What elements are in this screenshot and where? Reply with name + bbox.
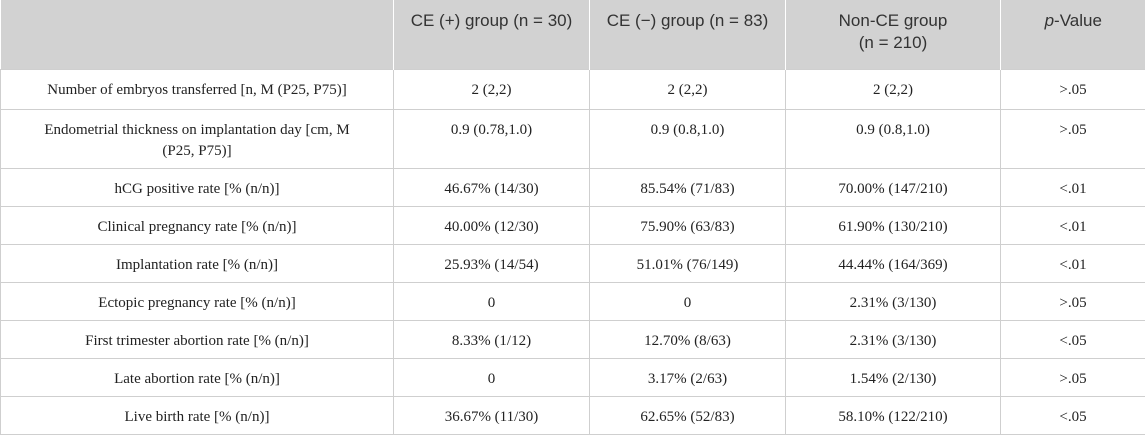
header-p-rest: -Value [1054,11,1102,30]
table-row: Implantation rate [% (n/n)] 25.93% (14/5… [1,244,1145,282]
header-empty [1,0,394,69]
cell-ce-positive: 36.67% (11/30) [394,396,590,434]
cell-p-value: >.05 [1001,69,1145,109]
cell-non-ce: 44.44% (164/369) [786,244,1001,282]
row-label: Late abortion rate [% (n/n)] [1,358,394,396]
cell-ce-negative: 75.90% (63/83) [590,206,786,244]
row-label: Endometrial thickness on implantation da… [1,109,394,168]
cell-p-value: <.01 [1001,206,1145,244]
cell-ce-negative: 62.65% (52/83) [590,396,786,434]
cell-p-value: <.01 [1001,244,1145,282]
cell-p-value: <.05 [1001,320,1145,358]
cell-non-ce: 2.31% (3/130) [786,320,1001,358]
table-row: Late abortion rate [% (n/n)] 0 3.17% (2/… [1,358,1145,396]
cell-ce-negative: 0.9 (0.8,1.0) [590,109,786,168]
cell-p-value: >.05 [1001,358,1145,396]
cell-ce-positive: 8.33% (1/12) [394,320,590,358]
cell-ce-positive: 0 [394,282,590,320]
row-label: hCG positive rate [% (n/n)] [1,168,394,206]
cell-non-ce: 0.9 (0.8,1.0) [786,109,1001,168]
header-non-ce-label: Non-CE group (n = 210) [839,11,948,52]
cell-ce-negative: 51.01% (76/149) [590,244,786,282]
table-row: Live birth rate [% (n/n)] 36.67% (11/30)… [1,396,1145,434]
header-p-value: p-Value [1001,0,1145,69]
cell-ce-negative: 2 (2,2) [590,69,786,109]
cell-ce-positive: 25.93% (14/54) [394,244,590,282]
cell-p-value: >.05 [1001,109,1145,168]
cell-p-value: <.01 [1001,168,1145,206]
table-row: Clinical pregnancy rate [% (n/n)] 40.00%… [1,206,1145,244]
cell-non-ce: 1.54% (2/130) [786,358,1001,396]
header-ce-negative: CE (−) group (n = 83) [590,0,786,69]
cell-ce-positive: 40.00% (12/30) [394,206,590,244]
row-label: Clinical pregnancy rate [% (n/n)] [1,206,394,244]
row-label: Implantation rate [% (n/n)] [1,244,394,282]
cell-p-value: <.05 [1001,396,1145,434]
table-row: First trimester abortion rate [% (n/n)] … [1,320,1145,358]
row-label: Ectopic pregnancy rate [% (n/n)] [1,282,394,320]
cell-non-ce: 2.31% (3/130) [786,282,1001,320]
row-label: First trimester abortion rate [% (n/n)] [1,320,394,358]
cell-ce-positive: 2 (2,2) [394,69,590,109]
table-row: Endometrial thickness on implantation da… [1,109,1145,168]
cell-non-ce: 2 (2,2) [786,69,1001,109]
table-row: Number of embryos transferred [n, M (P25… [1,69,1145,109]
row-label: Live birth rate [% (n/n)] [1,396,394,434]
table-row: hCG positive rate [% (n/n)] 46.67% (14/3… [1,168,1145,206]
cell-ce-positive: 0 [394,358,590,396]
cell-ce-positive: 46.67% (14/30) [394,168,590,206]
row-label: Number of embryos transferred [n, M (P25… [1,69,394,109]
cell-ce-negative: 0 [590,282,786,320]
cell-ce-positive: 0.9 (0.78,1.0) [394,109,590,168]
header-p-italic: p [1045,11,1054,30]
cell-ce-negative: 85.54% (71/83) [590,168,786,206]
cell-non-ce: 70.00% (147/210) [786,168,1001,206]
cell-ce-negative: 3.17% (2/63) [590,358,786,396]
cell-non-ce: 61.90% (130/210) [786,206,1001,244]
cell-non-ce: 58.10% (122/210) [786,396,1001,434]
header-row: CE (+) group (n = 30) CE (−) group (n = … [1,0,1145,69]
header-ce-positive: CE (+) group (n = 30) [394,0,590,69]
table-row: Ectopic pregnancy rate [% (n/n)] 0 0 2.3… [1,282,1145,320]
cell-p-value: >.05 [1001,282,1145,320]
cell-ce-negative: 12.70% (8/63) [590,320,786,358]
header-non-ce: Non-CE group (n = 210) [786,0,1001,69]
